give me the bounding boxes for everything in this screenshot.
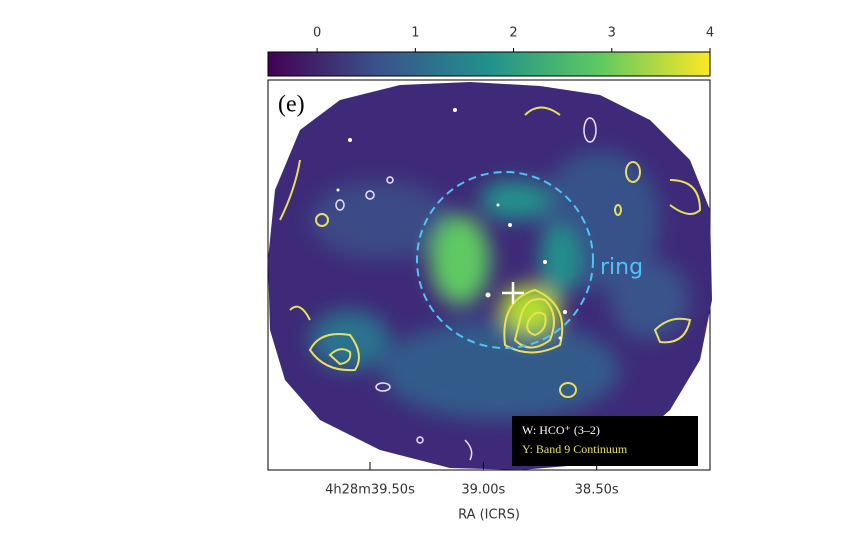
legend-box [512,416,698,466]
panel-label: (e) [278,92,305,118]
stars [336,108,567,340]
x-tick-label: 39.00s [461,483,505,498]
colorbar-tick-label: 0 [313,26,321,41]
colorbar-tick-label: 4 [706,26,714,41]
ring-circle [416,171,594,349]
x-axis-label: RA (ICRS) [458,508,520,523]
contours [279,106,702,461]
ring-label: ring [600,255,643,280]
legend-entry: Y: Band 9 Continuum [522,442,628,456]
velocity-label: 6.4-6.7 km s⁻¹ [621,90,700,103]
colorbar-tick-label: 3 [608,26,616,41]
cross [502,282,524,304]
x-tick-label: 4h28m39.50s [325,483,415,498]
x-tick-label: 38.50s [575,483,619,498]
intensity-map [268,82,712,470]
legend-entry: W: HCO⁺ (3–2) [522,423,600,437]
colorbar [267,51,711,77]
colorbar-tick-label: 1 [411,26,419,41]
colorbar-tick-label: 2 [509,26,517,41]
